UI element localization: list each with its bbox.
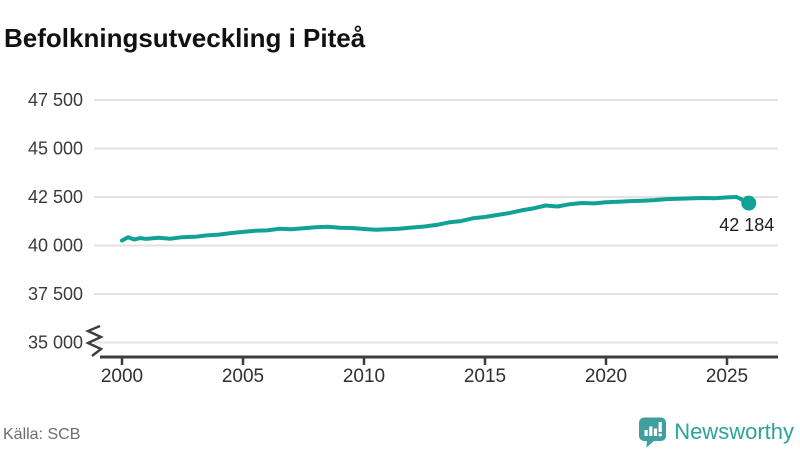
x-tick-label: 2010	[343, 366, 385, 387]
x-tick-label: 2000	[101, 366, 143, 387]
latest-point-marker	[741, 195, 757, 211]
badge-exclaim-bar	[658, 421, 662, 432]
brand-name: Newsworthy	[674, 419, 794, 444]
source-label: Källa: SCB	[3, 426, 81, 443]
y-tick-label: 40 000	[28, 236, 83, 256]
badge-bar-tall	[649, 426, 653, 436]
latest-value-label: 42 184	[719, 215, 774, 235]
newsworthy-logo[interactable]: Newsworthy	[639, 417, 794, 447]
badge-exclaim-dot	[658, 433, 662, 436]
y-tick-label: 45 000	[28, 139, 83, 159]
y-tick-label: 35 000	[28, 333, 83, 353]
page-title: Befolkningsutveckling i Piteå	[4, 23, 366, 54]
badge-shape	[639, 417, 667, 447]
newsworthy-badge-icon	[639, 417, 667, 447]
y-tick-label: 42 500	[28, 187, 83, 207]
population-series-line	[120, 195, 751, 243]
badge-bar-short	[644, 429, 648, 436]
x-tick-label: 2020	[585, 366, 627, 387]
x-tick-label: 2015	[464, 366, 506, 387]
x-tick-label: 2025	[706, 366, 748, 387]
x-tick-label: 2005	[222, 366, 264, 387]
y-tick-label: 37 500	[28, 284, 83, 304]
badge-bar-mid	[654, 428, 658, 436]
axis-break-icon	[85, 324, 104, 357]
y-tick-label: 47 500	[28, 90, 83, 110]
